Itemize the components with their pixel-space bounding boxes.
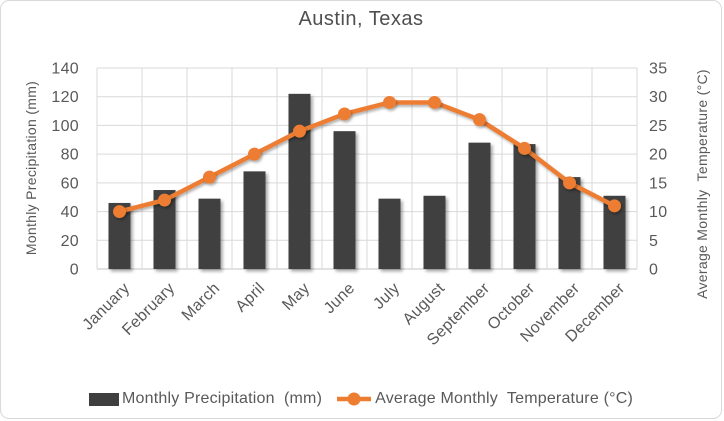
bar-may <box>288 93 311 269</box>
left-axis-tick-label: 20 <box>61 233 79 250</box>
chart-title: Austin, Texas <box>298 8 424 30</box>
bar-october <box>513 144 536 269</box>
temperature-marker-march <box>203 170 216 184</box>
temperature-marker-october <box>518 141 531 155</box>
legend-label-precipitation: Monthly Precipitation (mm) <box>122 390 323 407</box>
temperature-marker-september <box>473 113 486 127</box>
temperature-line <box>117 100 617 214</box>
left-axis-tick-label: 60 <box>61 175 79 192</box>
bar-january <box>108 202 131 269</box>
right-axis-title: Average Monthly Temperature (°C) <box>694 69 710 299</box>
bar-march <box>198 198 221 269</box>
legend-item-temperature: Average Monthly Temperature (°C) <box>336 390 633 408</box>
temperature-marker-june <box>338 107 351 121</box>
right-axis-tick-label: 30 <box>649 89 667 106</box>
legend: Monthly Precipitation (mm) Average Month… <box>1 390 721 408</box>
bar-april <box>243 171 266 269</box>
temperature-marker-april <box>248 147 261 161</box>
temperature-marker-february <box>158 193 171 207</box>
right-axis-tick-label: 0 <box>649 262 658 279</box>
month-label-july: July <box>370 280 403 313</box>
left-axis-tick-label: 80 <box>61 147 79 164</box>
left-axis-tick-label: 100 <box>51 118 79 135</box>
temperature-marker-november <box>563 176 576 190</box>
bar-september <box>468 142 491 269</box>
legend-item-precipitation: Monthly Precipitation (mm) <box>89 390 322 408</box>
temperature-marker-august <box>428 95 441 109</box>
precipitation-swatch-icon <box>89 392 119 406</box>
month-label-april: April <box>233 280 269 316</box>
temperature-marker-december <box>608 199 621 213</box>
left-axis-tick-label: 140 <box>51 61 79 78</box>
month-label-march: March <box>179 280 224 325</box>
right-axis-tick-label: 35 <box>649 61 667 78</box>
bar-july <box>378 198 401 269</box>
bar-november <box>558 177 581 269</box>
right-axis-tick-label: 5 <box>649 233 658 250</box>
left-axis-tick-label: 0 <box>70 262 79 279</box>
month-label-june: June <box>321 280 358 317</box>
right-axis-tick-label: 20 <box>649 147 667 164</box>
right-axis-tick-label: 10 <box>649 204 667 221</box>
legend-label-temperature: Average Monthly Temperature (°C) <box>375 390 633 407</box>
temperature-marker-may <box>293 124 306 138</box>
temperature-marker-january <box>113 205 126 219</box>
temperature-line-marker-icon <box>337 392 372 406</box>
left-axis-tick-label: 120 <box>51 89 79 106</box>
bar-june <box>333 131 356 269</box>
temperature-marker-july <box>383 95 396 109</box>
bar-december <box>603 195 626 269</box>
left-axis-tick-label: 40 <box>61 204 79 221</box>
bar-august <box>423 195 446 269</box>
right-axis-tick-label: 25 <box>649 118 667 135</box>
left-axis-title: Monthly Precipitation (mm) <box>23 80 39 256</box>
month-label-may: May <box>279 280 313 314</box>
right-axis-tick-label: 15 <box>649 175 667 192</box>
bar-february <box>153 190 176 269</box>
